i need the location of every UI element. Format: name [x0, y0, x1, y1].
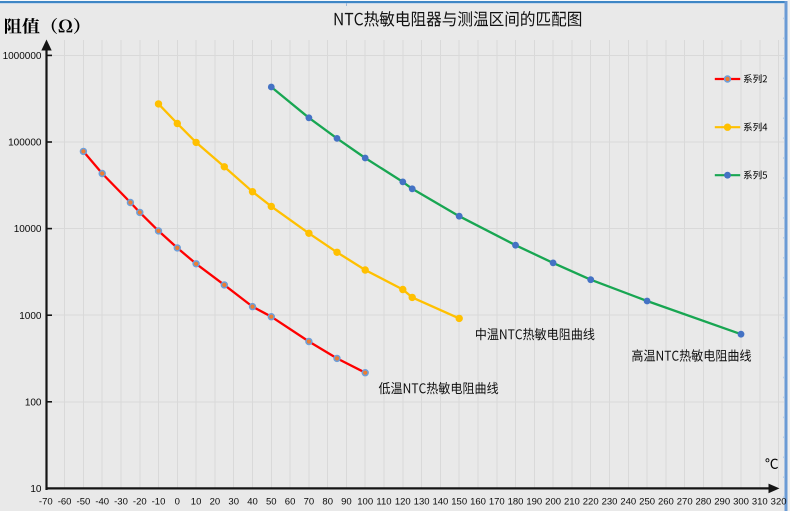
svg-text:70: 70: [304, 497, 315, 508]
svg-text:180: 180: [508, 497, 524, 508]
svg-text:100: 100: [25, 397, 42, 408]
svg-text:300: 300: [733, 497, 749, 508]
svg-text:260: 260: [658, 497, 674, 508]
svg-text:200: 200: [545, 497, 561, 508]
svg-text:240: 240: [620, 497, 636, 508]
svg-text:80: 80: [322, 497, 333, 508]
svg-text:160: 160: [470, 497, 486, 508]
svg-text:10: 10: [191, 497, 202, 508]
svg-text:-70: -70: [39, 497, 53, 508]
svg-text:110: 110: [376, 497, 391, 508]
svg-text:-40: -40: [95, 497, 109, 508]
svg-text:0: 0: [175, 497, 180, 508]
svg-text:270: 270: [677, 497, 693, 508]
svg-text:1000000: 1000000: [3, 51, 42, 62]
svg-text:60: 60: [285, 497, 296, 508]
svg-text:170: 170: [489, 497, 505, 508]
svg-text:310: 310: [752, 497, 768, 508]
svg-text:-20: -20: [133, 497, 147, 508]
svg-text:290: 290: [714, 497, 730, 508]
svg-text:100000: 100000: [8, 138, 42, 149]
svg-text:230: 230: [602, 497, 618, 508]
svg-text:130: 130: [414, 497, 430, 508]
svg-text:140: 140: [432, 497, 448, 508]
svg-text:250: 250: [639, 497, 655, 508]
svg-text:30: 30: [228, 497, 239, 508]
svg-text:10000: 10000: [14, 224, 42, 235]
svg-text:-30: -30: [114, 497, 128, 508]
svg-text:-50: -50: [77, 497, 91, 508]
svg-text:40: 40: [247, 497, 258, 508]
svg-text:320: 320: [771, 497, 787, 508]
svg-text:120: 120: [395, 497, 411, 508]
svg-text:280: 280: [695, 497, 711, 508]
svg-text:1000: 1000: [19, 311, 42, 322]
svg-text:210: 210: [564, 497, 580, 508]
svg-text:20: 20: [210, 497, 221, 508]
svg-text:100: 100: [357, 497, 373, 508]
svg-text:-10: -10: [152, 497, 166, 508]
svg-text:90: 90: [341, 497, 352, 508]
svg-text:50: 50: [266, 497, 277, 508]
svg-text:-60: -60: [58, 497, 72, 508]
svg-text:10: 10: [30, 484, 42, 495]
svg-text:150: 150: [451, 497, 467, 508]
svg-text:190: 190: [526, 497, 542, 508]
svg-text:220: 220: [583, 497, 599, 508]
